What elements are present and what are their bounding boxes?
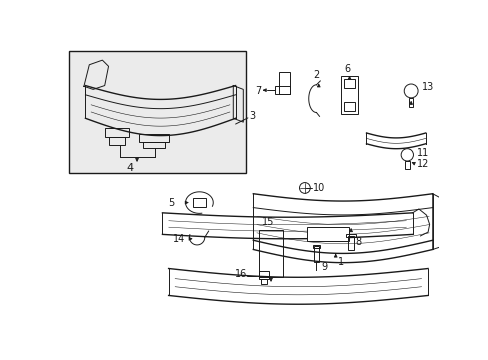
- Bar: [306, 227, 348, 241]
- Text: 9: 9: [321, 261, 326, 271]
- Bar: [104, 128, 129, 137]
- Bar: [259, 271, 268, 279]
- Bar: [313, 247, 318, 262]
- Bar: [346, 234, 355, 237]
- Text: 11: 11: [416, 148, 428, 158]
- Bar: [143, 142, 164, 148]
- Text: 6: 6: [344, 64, 349, 74]
- Bar: [279, 72, 290, 94]
- Text: 3: 3: [249, 111, 255, 121]
- Text: 2: 2: [313, 70, 319, 80]
- Bar: [341, 76, 357, 114]
- Bar: [347, 236, 353, 249]
- Bar: [139, 134, 168, 142]
- Bar: [408, 98, 413, 107]
- Text: 5: 5: [168, 198, 174, 208]
- Text: 12: 12: [416, 159, 428, 169]
- Text: 1: 1: [337, 257, 344, 267]
- Bar: [258, 230, 283, 277]
- Bar: [108, 137, 125, 145]
- Text: 4: 4: [126, 163, 133, 172]
- Bar: [312, 245, 320, 248]
- Bar: [344, 78, 354, 88]
- Bar: [344, 102, 354, 111]
- Bar: [274, 86, 290, 94]
- Text: 15: 15: [261, 217, 274, 227]
- Text: 8: 8: [355, 237, 361, 247]
- Text: 7: 7: [254, 86, 261, 96]
- Text: 13: 13: [421, 82, 433, 92]
- Bar: [68, 51, 245, 172]
- Bar: [404, 161, 409, 169]
- Bar: [193, 198, 205, 207]
- Text: 16: 16: [234, 269, 246, 279]
- Text: 14: 14: [173, 234, 185, 244]
- Bar: [261, 279, 266, 284]
- Polygon shape: [432, 194, 444, 249]
- Text: 10: 10: [312, 183, 324, 193]
